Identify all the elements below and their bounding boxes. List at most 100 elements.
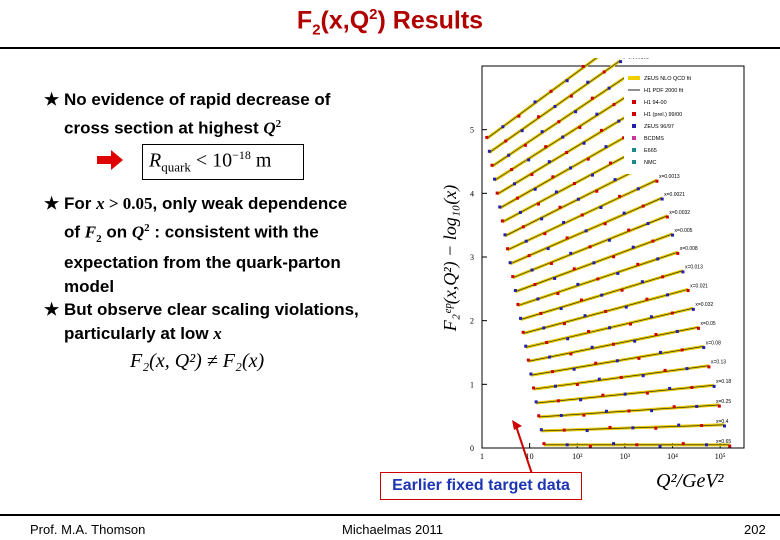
- data-point: [576, 282, 580, 286]
- legend-swatch: [632, 112, 636, 116]
- data-point: [595, 189, 599, 193]
- data-point: [660, 197, 664, 201]
- data-point: [592, 261, 596, 265]
- data-point: [559, 307, 563, 311]
- x-bin-label: x=0.18: [716, 379, 731, 385]
- data-point: [524, 239, 528, 243]
- data-point: [627, 228, 631, 232]
- data-point: [521, 225, 525, 229]
- data-point: [608, 425, 612, 429]
- data-point: [641, 374, 645, 378]
- legend-label: ZEUS 96/97: [644, 124, 674, 130]
- x-tick-label: 10⁵: [715, 452, 726, 461]
- data-point: [548, 355, 552, 359]
- footer-rule: [0, 514, 780, 516]
- data-point: [544, 145, 548, 149]
- data-point: [557, 120, 561, 124]
- data-point: [533, 187, 537, 191]
- data-point: [558, 205, 562, 209]
- data-point: [599, 205, 603, 209]
- data-point: [586, 80, 590, 84]
- data-point: [493, 177, 497, 181]
- data-point: [508, 261, 512, 265]
- callout-arrow-icon: [512, 420, 533, 475]
- data-point: [601, 393, 605, 397]
- data-point: [665, 215, 669, 219]
- data-point: [579, 298, 583, 302]
- data-point: [515, 196, 519, 200]
- data-point: [702, 346, 706, 350]
- x-tick-label: 10: [526, 452, 534, 461]
- data-point: [655, 179, 659, 183]
- data-point: [700, 424, 704, 428]
- data-point: [562, 322, 566, 326]
- data-point: [551, 175, 555, 179]
- data-point: [574, 110, 578, 114]
- data-point: [559, 413, 563, 417]
- data-point: [503, 233, 507, 237]
- data-point: [723, 424, 727, 428]
- data-point: [631, 245, 635, 249]
- data-point: [582, 413, 586, 417]
- data-point: [607, 86, 611, 90]
- data-point: [540, 130, 544, 134]
- data-point: [521, 330, 525, 334]
- data-point: [569, 94, 573, 98]
- x-bin-label: x=0.13: [711, 360, 726, 366]
- data-point: [671, 233, 675, 237]
- data-point: [680, 348, 684, 352]
- data-point: [586, 157, 590, 161]
- x-bin-label: x=0.65: [716, 439, 731, 445]
- data-point: [581, 64, 585, 68]
- data-point: [681, 442, 685, 446]
- legend-label: E665: [644, 148, 657, 154]
- legend-label: BCDMS: [644, 136, 664, 142]
- data-point: [697, 326, 701, 330]
- data-point: [636, 262, 640, 266]
- x-bin-label: x=0.005: [675, 228, 693, 234]
- data-point: [539, 311, 543, 315]
- data-point: [498, 205, 502, 209]
- data-point: [561, 135, 565, 139]
- x-bin-label: x=0.0021: [664, 192, 685, 198]
- y-tick-label: 3: [470, 253, 474, 262]
- legend-label: ZEUS NLO QCD fit: [644, 76, 692, 82]
- data-point: [707, 365, 711, 369]
- x-tick-label: 10⁴: [667, 452, 678, 461]
- footer-author: Prof. M.A. Thomson: [30, 522, 146, 537]
- data-point: [517, 114, 521, 118]
- star-bullet-icon: ★: [44, 194, 60, 213]
- data-point: [551, 370, 555, 374]
- data-point: [600, 293, 604, 297]
- data-point: [537, 115, 541, 119]
- data-point: [624, 305, 628, 309]
- data-point: [690, 385, 694, 389]
- page-title: F2(x,Q2) Results: [296, 6, 484, 39]
- data-point: [686, 289, 690, 293]
- data-point: [623, 392, 627, 396]
- data-point: [542, 326, 546, 330]
- data-point: [511, 275, 515, 279]
- data-point: [547, 160, 551, 164]
- data-point: [565, 150, 569, 154]
- data-point: [553, 276, 557, 280]
- data-point: [533, 282, 537, 286]
- data-point: [620, 288, 624, 292]
- legend-swatch: [632, 160, 636, 164]
- y-tick-label: 2: [470, 317, 474, 326]
- data-point: [562, 221, 566, 225]
- data-point: [728, 444, 732, 448]
- data-point: [691, 307, 695, 311]
- data-point: [661, 275, 665, 279]
- data-point: [572, 267, 576, 271]
- bullet-weak-dependence: ★ For x > 0.05, only weak dependence of …: [44, 194, 348, 297]
- data-point: [616, 271, 620, 275]
- data-point: [575, 382, 579, 386]
- data-point: [619, 60, 623, 64]
- data-point: [536, 202, 540, 206]
- legend-swatch: [632, 148, 636, 152]
- data-point: [587, 329, 591, 333]
- data-point: [553, 104, 557, 108]
- legend-label: NMC: [644, 160, 657, 166]
